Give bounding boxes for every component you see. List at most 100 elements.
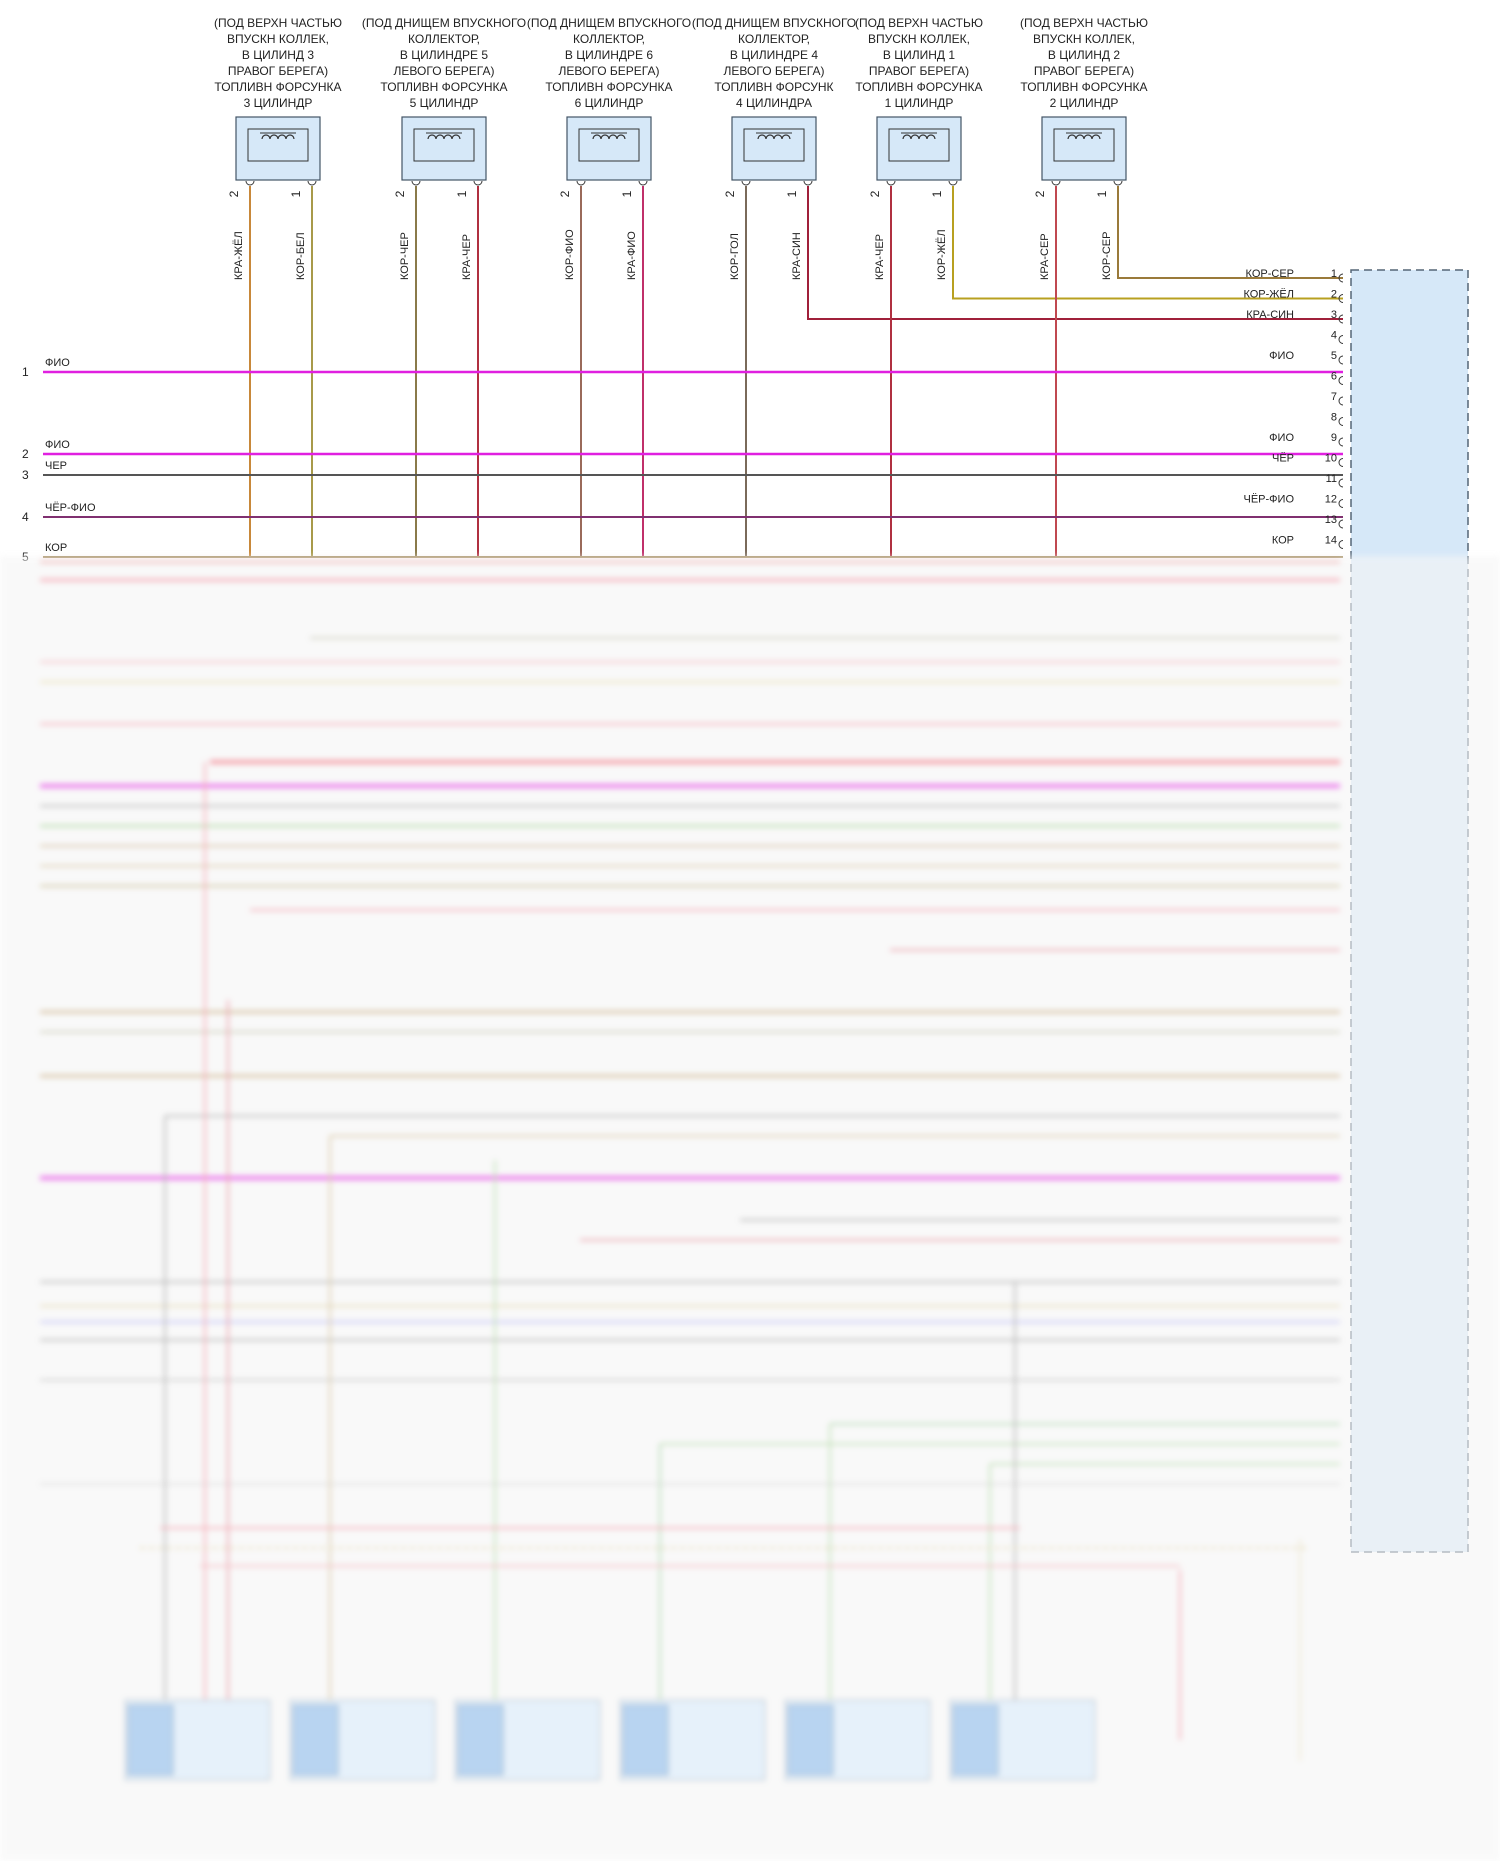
injector-label-line: 6 ЦИЛИНДР [575, 96, 644, 110]
pin-socket [411, 180, 421, 186]
line-color-label: ЧЁР-ФИО [45, 502, 96, 514]
ecu-pin-4: 4 [1331, 330, 1344, 344]
injector-label-line: КОЛЛЕКТОР, [738, 32, 810, 46]
injector-label-line: ЛЕВОГО БЕРЕГА) [394, 64, 495, 78]
injector-label-line: 5 ЦИЛИНДР [410, 96, 479, 110]
ecu-pin-color-label: ЧЁР [1272, 453, 1294, 465]
pin-socket [576, 180, 586, 186]
ecu-pin-number: 10 [1325, 453, 1337, 465]
injector-body [731, 116, 817, 181]
pin-socket [1338, 519, 1344, 529]
ecu-pin-number: 1 [1331, 268, 1337, 280]
pin-socket [1338, 273, 1344, 283]
pin-socket [948, 180, 958, 186]
pin-socket [1338, 540, 1344, 549]
ecu-pin-number: 4 [1331, 330, 1337, 342]
ecu-pin-number: 8 [1331, 412, 1337, 424]
ecu-pin-6: 6 [1331, 371, 1344, 385]
injector-label-line: 1 ЦИЛИНДР [885, 96, 954, 110]
injector-label-line: В ЦИЛИНД 2 [1048, 48, 1120, 62]
coil-icon [902, 134, 936, 140]
pin-socket [1338, 314, 1344, 324]
harness-line-3: 3 ЧЕР [22, 460, 1343, 482]
injectors-group: (ПОД ВЕРХН ЧАСТЬЮ ВПУСКН КОЛЛЕК, В ЦИЛИНД … [214, 16, 1343, 556]
pin-2-number: 2 [558, 190, 572, 197]
ecu-pin-color-label: КРА-СИН [1246, 309, 1294, 321]
injector-label-line: В ЦИЛИНД 1 [883, 48, 955, 62]
ecu-pin-2: КОР-ЖЁЛ 2 [1243, 289, 1344, 303]
ecu-pin-number: 12 [1325, 494, 1337, 506]
coil-icon [592, 134, 626, 140]
pin-socket [473, 180, 483, 186]
pin-2-number: 2 [393, 190, 407, 197]
pin-socket [1338, 478, 1344, 488]
coil-frame [247, 128, 309, 162]
pin-socket [245, 180, 255, 186]
pin-socket [1113, 180, 1123, 186]
coil-icon [1067, 134, 1101, 140]
coil-frame [413, 128, 475, 162]
injector-body [566, 116, 652, 181]
harness-line-4: 4 ЧЁР-ФИО [22, 502, 1343, 524]
wire-2-color-label: КОР-ФИО [564, 229, 576, 280]
pin-socket [886, 180, 896, 186]
ecu-pin-number: 6 [1331, 371, 1337, 383]
injector-label-line: ТОПЛИВН ФОРСУНК [714, 80, 833, 94]
ecu-pin-3: КРА-СИН 3 [1246, 309, 1344, 324]
ecu-pin-14: КОР 14 [1272, 535, 1344, 549]
injector-label-line: ЛЕВОГО БЕРЕГА) [724, 64, 825, 78]
pin-socket [1338, 458, 1344, 467]
pin-socket [1338, 376, 1344, 385]
ecu-pin-number: 13 [1325, 514, 1337, 526]
pin-1-number: 1 [785, 190, 799, 197]
wire-1-color-label: КРА-СИН [791, 232, 803, 280]
lower-harness-illegible [0, 556, 1500, 1861]
injector-label-line: ТОПЛИВН ФОРСУНКА [545, 80, 672, 94]
ecu-pin-5: ФИО 5 [1269, 350, 1344, 365]
injector-label-line: ВПУСКН КОЛЛЕК, [868, 32, 970, 46]
injector-2: (ПОД ДНИЩЕМ ВПУСКНОГО КОЛЛЕКТОР, В ЦИЛИНДР… [362, 16, 526, 556]
harness-line-1: 1 ФИО [22, 357, 1343, 379]
wire-pin-1 [952, 186, 1343, 300]
coil-frame [1053, 128, 1115, 162]
injector-label-line: ТОПЛИВН ФОРСУНКА [214, 80, 341, 94]
ecu-pin-color-label: КОР-ЖЁЛ [1243, 289, 1294, 301]
pin-socket [1338, 335, 1344, 344]
wire-2-color-label: КРА-СЕР [1039, 233, 1051, 280]
line-number: 1 [22, 365, 29, 379]
ecu-pin-11: 11 [1326, 473, 1344, 488]
wire-1-color-label: КОР-СЕР [1101, 232, 1113, 280]
wire-pin-1 [1117, 186, 1343, 279]
wire-2-color-label: КОР-ЧЕР [399, 232, 411, 280]
pin-socket [1338, 437, 1344, 447]
ecu-pin-color-label: КОР [1272, 535, 1294, 547]
line-number: 3 [22, 468, 29, 482]
line-number: 4 [22, 510, 29, 524]
pin-socket [1338, 396, 1344, 406]
ecu-pin-12: ЧЁР-ФИО 12 [1244, 494, 1344, 508]
pin-socket [1338, 355, 1344, 365]
injector-body [876, 116, 962, 181]
injector-label-line: ПРАВОГ БЕРЕГА) [1034, 64, 1134, 78]
ecu-pin-color-label: ЧЁР-ФИО [1244, 494, 1295, 506]
pin-1-number: 1 [620, 190, 634, 197]
coil-icon [427, 134, 461, 140]
injector-label-line: (ПОД ВЕРХН ЧАСТЬЮ [1020, 16, 1148, 30]
injector-label-line: В ЦИЛИНДРЕ 6 [565, 48, 653, 62]
injector-label-line: КОЛЛЕКТОР, [573, 32, 645, 46]
pin-2-number: 2 [868, 190, 882, 197]
line-color-label: ФИО [45, 357, 70, 369]
injector-label-line: ВПУСКН КОЛЛЕК, [1033, 32, 1135, 46]
line-number: 2 [22, 447, 29, 461]
injector-label-line: (ПОД ДНИЩЕМ ВПУСКНОГО [362, 16, 526, 30]
wire-1-color-label: КОР-БЕЛ [295, 232, 307, 280]
ecu-pin-13: 13 [1325, 514, 1344, 529]
harness-line-2: 2 ФИО [22, 439, 1343, 461]
injector-label-line: ПРАВОГ БЕРЕГА) [228, 64, 328, 78]
injector-label-line: (ПОД ВЕРХН ЧАСТЬЮ [214, 16, 342, 30]
pin-1-number: 1 [930, 190, 944, 197]
ecu-pin-10: ЧЁР 10 [1272, 453, 1344, 467]
pin-socket [638, 180, 648, 186]
wire-2-color-label: КОР-ГОЛ [729, 233, 741, 280]
injector-5: (ПОД ВЕРХН ЧАСТЬЮ ВПУСКН КОЛЛЕК, В ЦИЛИНД … [855, 16, 1343, 556]
